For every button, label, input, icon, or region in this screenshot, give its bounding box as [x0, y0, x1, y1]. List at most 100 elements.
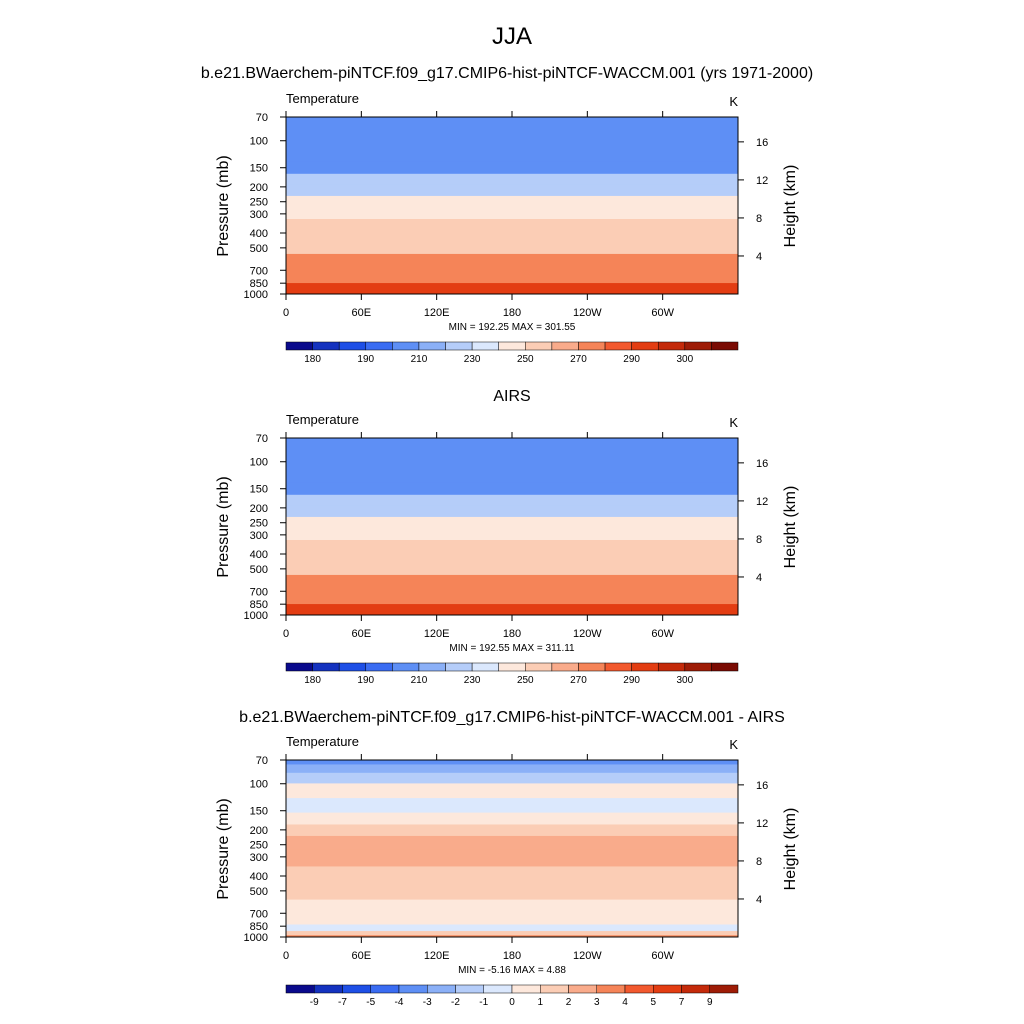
- panel-3-stats: MIN = -5.16 MAX = 4.88: [458, 965, 566, 976]
- band-14: [286, 931, 738, 936]
- colorbar-label: 190: [357, 354, 374, 365]
- colorbar-box: [604, 341, 632, 351]
- colorbar-label: 210: [411, 354, 428, 365]
- colorbar-label: 5: [650, 997, 656, 1008]
- y-tick-right-label: 16: [756, 137, 768, 149]
- band-10: [286, 563, 738, 576]
- band-8: [286, 539, 738, 552]
- y-tick-label: 200: [250, 825, 268, 837]
- colorbar-box: [709, 984, 739, 994]
- band-8: [286, 849, 738, 867]
- y-tick-label: 1000: [244, 610, 268, 622]
- band-5: [286, 505, 738, 518]
- panel-3-colorbar: -9 -7 -5 -4 -3 -2 -1 0 1 2 3 4 5 7 9: [285, 984, 739, 1008]
- y-tick-label: 500: [250, 564, 268, 576]
- colorbar-box: [711, 662, 739, 672]
- y-tick-label: 70: [256, 112, 268, 124]
- colorbar-box: [657, 341, 686, 351]
- y-tick-label: 700: [250, 908, 268, 920]
- panel-1-variable: Temperature: [286, 91, 359, 106]
- colorbar-box: [370, 984, 400, 994]
- panel-3-title: b.e21.BWaerchem-piNTCF.f09_g17.CMIP6-his…: [239, 709, 785, 726]
- colorbar-box: [418, 341, 446, 351]
- band-13: [286, 274, 738, 284]
- x-tick-label: 60W: [651, 950, 674, 962]
- y-tick-label: 400: [250, 549, 268, 561]
- colorbar-box: [711, 341, 739, 351]
- colorbar-box: [684, 341, 712, 351]
- colorbar-box: [338, 662, 367, 672]
- x-tick-label: 0: [283, 950, 289, 962]
- colorbar-box: [398, 984, 428, 994]
- panel-2-colorbar: 180 190 210 230 250 270 290 300: [285, 662, 739, 686]
- y-tick-label: 100: [250, 136, 268, 148]
- y-tick-label: 1000: [244, 289, 268, 301]
- panel-2-title: AIRS: [493, 388, 530, 405]
- band-6: [286, 516, 738, 530]
- colorbar-box: [455, 984, 484, 994]
- panel-3-ylabel-right: Height (km): [782, 808, 799, 891]
- colorbar-label: 250: [517, 675, 534, 686]
- band-9: [286, 551, 738, 564]
- y-tick-label: 400: [250, 228, 268, 240]
- colorbar-box: [684, 662, 712, 672]
- band-13: [286, 924, 738, 932]
- y-tick-label: 850: [250, 599, 268, 611]
- y-tick-label: 1000: [244, 932, 268, 944]
- band-6: [286, 195, 738, 209]
- y-tick-label: 300: [250, 530, 268, 542]
- y-tick-label: 500: [250, 886, 268, 898]
- x-tick-label: 60W: [651, 307, 674, 319]
- colorbar-box: [551, 341, 579, 351]
- colorbar-box: [471, 341, 499, 351]
- colorbar-box: [312, 662, 340, 672]
- band-13: [286, 595, 738, 605]
- x-tick-label: 120E: [424, 307, 450, 319]
- colorbar-label: 4: [622, 997, 628, 1008]
- colorbar-label: -1: [479, 997, 488, 1008]
- band-3: [286, 783, 738, 799]
- y-tick-right-label: 4: [756, 894, 762, 906]
- panel-3-units: K: [729, 737, 738, 752]
- colorbar-box: [445, 662, 473, 672]
- colorbar-box: [418, 662, 446, 672]
- colorbar-label: -3: [423, 997, 432, 1008]
- x-tick-label: 120E: [424, 950, 450, 962]
- colorbar-box: [285, 341, 313, 351]
- colorbar-box: [342, 984, 371, 994]
- colorbar-box: [551, 662, 579, 672]
- colorbar-box: [338, 341, 367, 351]
- panel-1-units: K: [729, 94, 738, 109]
- colorbar-label: 1: [537, 997, 543, 1008]
- colorbar-label: 3: [594, 997, 600, 1008]
- figure-title: JJA: [492, 23, 532, 50]
- panel-3: b.e21.BWaerchem-piNTCF.f09_g17.CMIP6-his…: [215, 709, 799, 1008]
- colorbar-label: 270: [570, 675, 587, 686]
- band-12: [286, 914, 738, 925]
- panel-2-ylabel-right: Height (km): [782, 486, 799, 569]
- colorbar-box: [365, 662, 393, 672]
- y-tick-label: 200: [250, 503, 268, 515]
- colorbar-box: [498, 662, 526, 672]
- panel-2-variable: Temperature: [286, 412, 359, 427]
- band-4: [286, 494, 738, 507]
- x-tick-label: 60E: [352, 628, 372, 640]
- band-10: [286, 242, 738, 255]
- colorbar-label: 250: [517, 354, 534, 365]
- band-12: [286, 265, 738, 276]
- colorbar-box: [568, 984, 597, 994]
- y-tick-right-label: 4: [756, 572, 762, 584]
- band-5: [286, 184, 738, 197]
- colorbar-box: [285, 984, 315, 994]
- colorbar-label: 300: [676, 675, 693, 686]
- y-tick-right-label: 8: [756, 213, 762, 225]
- colorbar-box: [285, 662, 313, 672]
- band-11: [286, 574, 738, 587]
- band-14: [286, 604, 738, 612]
- colorbar-box: [483, 984, 513, 994]
- colorbar-label: -4: [395, 997, 404, 1008]
- x-tick-label: 180: [503, 628, 521, 640]
- colorbar-label: -9: [310, 997, 319, 1008]
